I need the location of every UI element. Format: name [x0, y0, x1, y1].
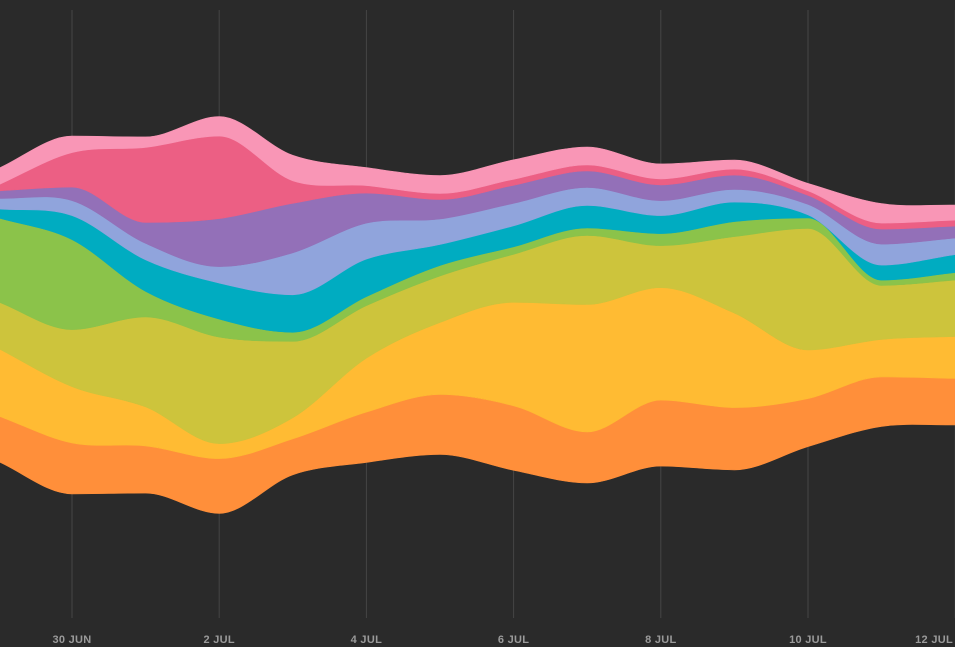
x-tick-label: 30 JUN — [52, 634, 91, 646]
x-tick-label: 10 JUL — [789, 634, 827, 646]
stream-layer-9 — [0, 116, 955, 224]
x-tick-label: 8 JUL — [645, 634, 676, 646]
x-tick-label: 12 JUL — [915, 634, 953, 646]
stream-layers — [0, 116, 955, 514]
x-tick-label: 4 JUL — [351, 634, 382, 646]
x-axis-ticks: 30 JUN 2 JUL 4 JUL 6 JUL 8 JUL 10 JUL 12 JUL — [52, 634, 953, 646]
x-tick-label: 2 JUL — [203, 634, 234, 646]
x-tick-label: 6 JUL — [498, 634, 529, 646]
